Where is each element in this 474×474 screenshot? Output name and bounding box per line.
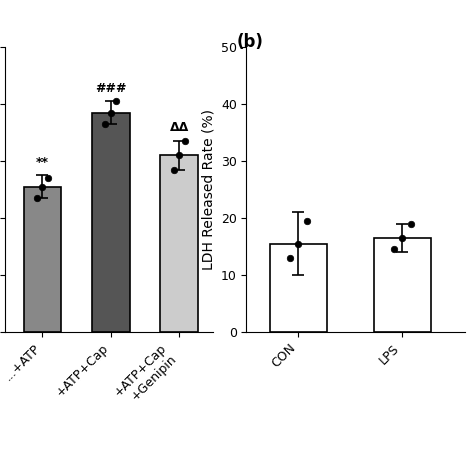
Point (407, 220, 414, 228)
Point (101, 120, 109, 128)
Bar (270, 244, 327, 332)
Point (38, 183, 46, 191)
Text: ΔΔ: ΔΔ (170, 121, 189, 135)
Point (286, 254, 294, 262)
Bar (24, 187, 61, 332)
Y-axis label: LDH Released Rate (%): LDH Released Rate (%) (201, 109, 215, 270)
Point (33, 194, 41, 202)
Point (170, 166, 177, 173)
Point (175, 152, 183, 159)
Point (303, 217, 310, 225)
Text: (b): (b) (237, 33, 264, 51)
Text: **: ** (36, 155, 49, 169)
Point (44, 174, 52, 182)
Text: ###: ### (95, 82, 127, 95)
Bar (92, 113, 129, 332)
Point (181, 137, 188, 145)
Point (295, 240, 302, 247)
Bar (160, 155, 198, 332)
Bar (374, 238, 431, 332)
Point (390, 246, 398, 253)
Point (107, 109, 115, 117)
Point (399, 234, 406, 242)
Point (112, 98, 120, 105)
